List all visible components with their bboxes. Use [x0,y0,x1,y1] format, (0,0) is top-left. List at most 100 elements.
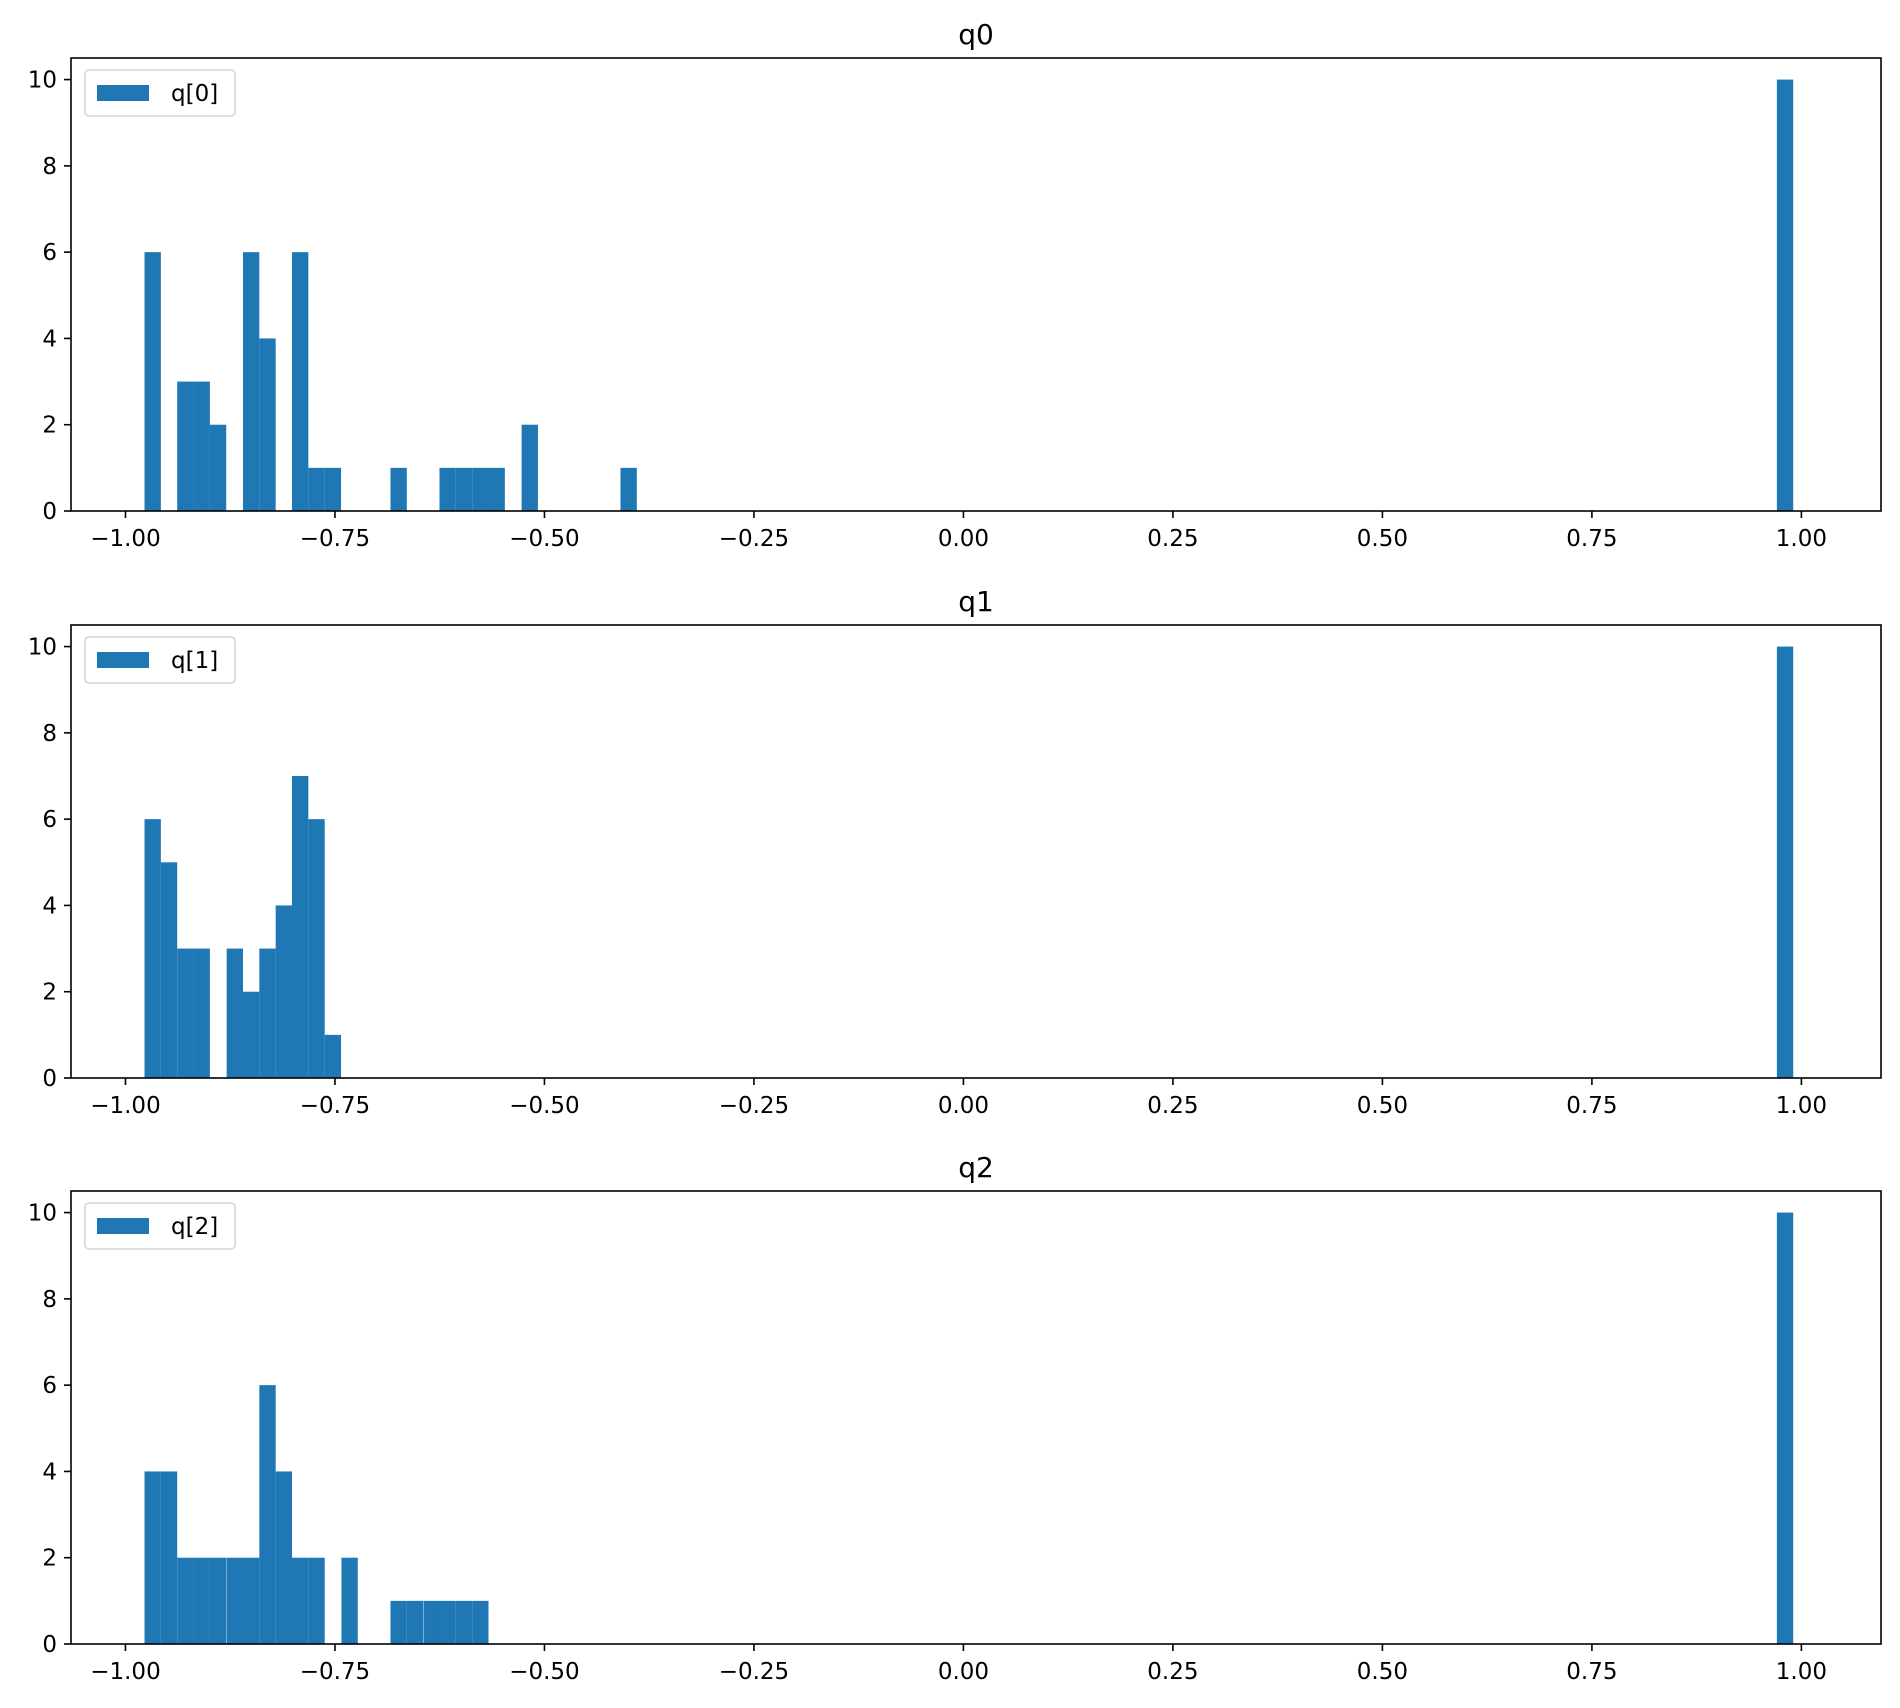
y-tick-label: 8 [42,1287,57,1313]
histogram-bar [193,1557,210,1644]
legend: q[2] [84,1202,236,1250]
histogram-bar [455,467,473,511]
legend-box [84,1202,236,1250]
x-tick-label: 0.00 [938,526,989,552]
histogram-bar [259,1385,276,1644]
x-tick-label: −0.25 [719,526,789,552]
histogram-bar [144,1471,161,1644]
histogram-bar [620,467,637,511]
histogram-bar [259,338,276,511]
x-tick-label: 1.00 [1776,1093,1827,1119]
y-axis-ticks: 0 2 4 6 8 10 [28,1201,71,1658]
x-tick-label: −0.25 [719,1659,789,1685]
y-tick-label: 4 [42,893,57,919]
y-axis-ticks: 0 2 4 6 8 10 [28,635,71,1092]
subplot-title: q1 [958,585,994,618]
x-axis-ticks: −1.00 −0.75 −0.50 −0.25 0.00 0.25 0.50 0.75 1.00 [90,1078,1827,1119]
x-tick-label: 0.25 [1147,1093,1198,1119]
y-tick-label: 2 [42,413,57,439]
y-tick-label: 2 [42,980,57,1006]
histogram-bar [144,819,161,1078]
y-tick-label: 10 [28,1201,57,1227]
histogram-bar [209,1557,227,1644]
histogram-bar [177,1557,194,1644]
histogram-bar [455,1600,473,1644]
legend-label: q[2] [171,1214,218,1240]
y-tick-label: 8 [42,721,57,747]
subplot-q1: q1 −1.00 −0.75 −0.50 −0.25 0.00 0.25 0.50 0.75 1… [28,585,1882,1119]
y-tick-label: 6 [42,240,57,266]
histogram-bar [177,948,194,1078]
legend-swatch [97,85,149,101]
bar-group [144,1212,1794,1644]
histogram-bar [472,467,489,511]
y-tick-label: 6 [42,807,57,833]
legend: q[1] [84,636,236,684]
x-tick-label: −1.00 [90,1659,160,1685]
histogram-bar [1776,79,1794,511]
histogram-bar [488,467,505,511]
histogram-bar [1776,646,1794,1078]
histogram-bar [292,252,309,511]
legend-label: q[0] [171,81,218,107]
histogram-bar [341,1557,358,1644]
y-tick-label: 6 [42,1373,57,1399]
histogram-bar [521,424,538,511]
x-tick-label: −0.75 [300,1659,370,1685]
x-tick-label: −0.50 [509,1659,579,1685]
histogram-bar [226,1557,243,1644]
subplot-q2: q2 −1.00 −0.75 −0.50 −0.25 0.00 0.25 0.50 0.75 1… [28,1151,1882,1685]
histogram-bar [144,252,161,511]
histogram-bar [209,424,227,511]
legend-box [84,636,236,684]
x-tick-label: 0.50 [1357,1093,1408,1119]
histogram-bar [308,1557,325,1644]
histogram-bar [324,1034,342,1078]
histogram-bar [390,467,407,511]
legend: q[0] [84,69,236,117]
x-tick-label: −0.50 [509,1093,579,1119]
x-tick-label: 0.50 [1357,526,1408,552]
y-tick-label: 0 [42,499,57,525]
histogram-bar [242,252,260,511]
x-tick-label: 0.75 [1566,1659,1617,1685]
histogram-bar [423,1600,440,1644]
histogram-bar [472,1600,489,1644]
histogram-bar [292,1557,309,1644]
histogram-bar [390,1600,407,1644]
bar-group [144,79,1794,511]
x-axis-ticks: −1.00 −0.75 −0.50 −0.25 0.00 0.25 0.50 0.75 1.00 [90,1644,1827,1685]
x-tick-label: 0.00 [938,1659,989,1685]
x-tick-label: 0.75 [1566,1093,1617,1119]
x-tick-label: −0.75 [300,526,370,552]
legend-box [84,69,236,117]
histogram-bar [160,862,178,1078]
histogram-bar [242,991,260,1078]
histogram-bar [439,1600,456,1644]
histogram-bar [406,1600,424,1644]
y-tick-label: 8 [42,154,57,180]
x-tick-label: 1.00 [1776,1659,1827,1685]
histogram-bar [226,948,243,1078]
x-tick-label: −1.00 [90,1093,160,1119]
histogram-bar [292,776,309,1078]
y-tick-label: 10 [28,635,57,661]
histogram-bar [177,381,194,511]
legend-label: q[1] [171,648,218,674]
y-tick-label: 0 [42,1066,57,1092]
histogram-bar [160,1471,178,1644]
y-tick-label: 4 [42,1459,57,1485]
histogram-bar [193,381,210,511]
x-tick-label: −0.75 [300,1093,370,1119]
histogram-bar [439,467,456,511]
histogram-bar [259,948,276,1078]
x-tick-label: −0.50 [509,526,579,552]
x-tick-label: 0.50 [1357,1659,1408,1685]
histogram-bar [275,905,293,1078]
subplot-q0: q0 −1.00 −0.75 −0.50 −0.25 0.00 0.25 0.50 0.75 1… [28,18,1882,552]
histogram-bar [1776,1212,1794,1644]
y-tick-label: 2 [42,1546,57,1572]
legend-swatch [97,1218,149,1234]
x-tick-label: 0.00 [938,1093,989,1119]
x-axis-ticks: −1.00 −0.75 −0.50 −0.25 0.00 0.25 0.50 0.75 1.00 [90,511,1827,552]
